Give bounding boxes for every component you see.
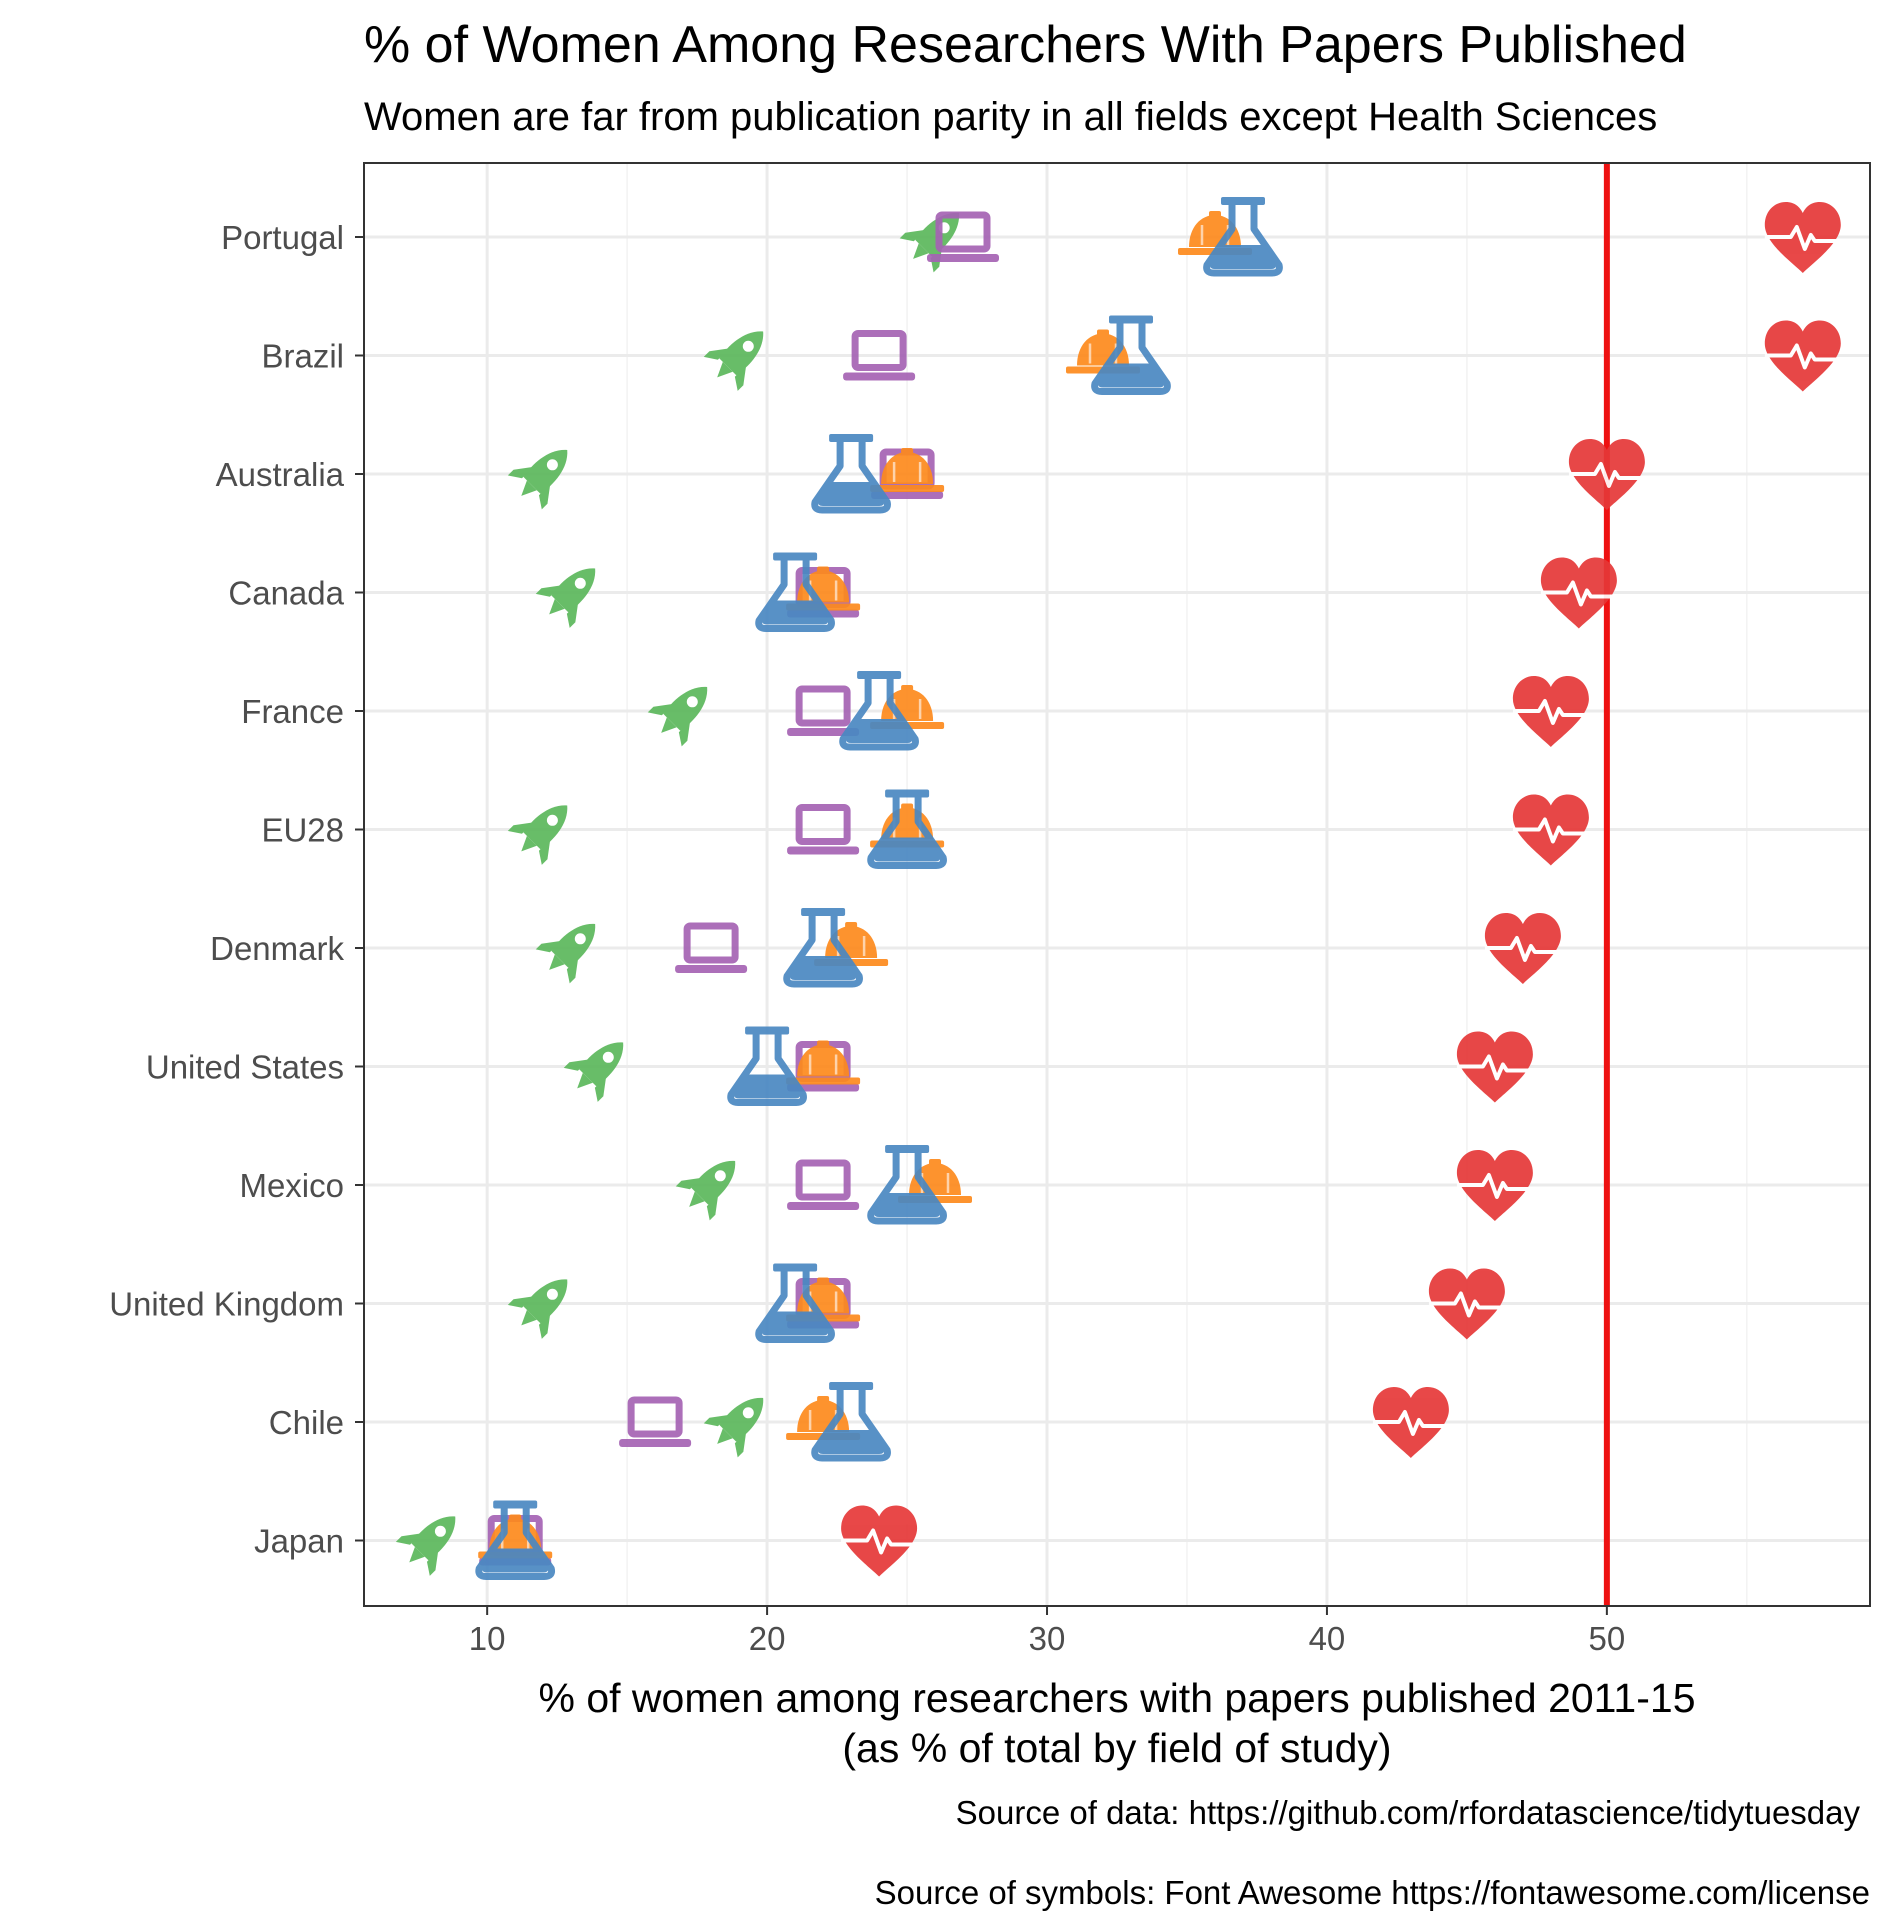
y-tick-label: Japan (254, 1523, 344, 1560)
flask-icon (811, 1382, 891, 1462)
heartbeat-icon (1764, 202, 1841, 273)
hard-hat-icon (786, 1040, 861, 1085)
chart-title: % of Women Among Researchers With Papers… (364, 16, 1687, 74)
y-tick-label: Canada (228, 575, 344, 612)
laptop-icon (787, 1159, 860, 1210)
flask-icon (755, 1263, 835, 1343)
x-tick-label: 30 (1029, 1620, 1066, 1657)
heartbeat-icon (1568, 439, 1645, 510)
data-marks (395, 197, 1841, 1580)
x-axis-title-line1: % of women among researchers with papers… (538, 1675, 1695, 1721)
heartbeat-icon (1540, 557, 1617, 629)
rocket-icon (703, 1397, 764, 1458)
flask-icon (475, 1500, 556, 1580)
heartbeat-icon (1456, 1031, 1533, 1103)
flask-icon (867, 789, 947, 869)
y-tick-label: Denmark (210, 930, 344, 967)
y-tick-label: United Kingdom (109, 1286, 344, 1323)
rocket-icon (535, 923, 596, 984)
rocket-icon (395, 1516, 456, 1576)
rocket-icon (507, 805, 568, 865)
rocket-icon (703, 331, 764, 391)
flask-icon (755, 552, 835, 632)
plot-panel-border (363, 162, 1871, 1607)
laptop-icon (843, 330, 916, 381)
y-axis: Portugal Brazil Australia Canada France EU28 D… (109, 219, 364, 1560)
x-axis-title-line2: (as % of total by field of study) (842, 1725, 1391, 1771)
x-axis: 10 20 30 40 50 (469, 1606, 1625, 1657)
laptop-icon (787, 685, 860, 736)
x-tick-label: 20 (749, 1620, 786, 1657)
heartbeat-icon (1428, 1268, 1505, 1340)
chart-subtitle: Women are far from publication parity in… (364, 95, 1657, 139)
heartbeat-icon (1764, 320, 1841, 392)
rocket-icon (675, 1160, 736, 1221)
laptop-icon (675, 922, 748, 973)
y-tick-label: United States (146, 1049, 344, 1086)
heartbeat-icon (1372, 1387, 1449, 1458)
plot-panel (364, 163, 1870, 1606)
flask-icon (839, 671, 919, 751)
rocket-icon (647, 686, 708, 747)
y-tick-label: Chile (269, 1404, 344, 1441)
y-tick-label: Portugal (221, 219, 344, 256)
flask-icon (1203, 197, 1283, 277)
y-tick-label: France (241, 693, 344, 730)
heartbeat-icon (1512, 676, 1589, 747)
laptop-icon (927, 211, 999, 262)
heartbeat-icon (1456, 1150, 1533, 1221)
x-tick-label: 50 (1589, 1620, 1626, 1657)
x-tick-label: 10 (469, 1620, 506, 1657)
laptop-icon (787, 804, 860, 855)
flask-icon (867, 1145, 947, 1225)
rocket-icon (563, 1042, 624, 1102)
flask-icon (783, 908, 863, 988)
caption-symbol-source: Source of symbols: Font Awesome https://… (875, 1874, 1870, 1911)
y-tick-label: Australia (216, 456, 345, 493)
laptop-icon (619, 1396, 692, 1447)
x-tick-label: 40 (1309, 1620, 1346, 1657)
flask-icon (1091, 315, 1171, 395)
heartbeat-icon (1512, 794, 1589, 866)
rocket-icon (507, 1279, 568, 1339)
y-tick-label: Brazil (261, 338, 344, 375)
flask-icon (727, 1026, 807, 1106)
heartbeat-icon (1484, 913, 1561, 984)
caption-data-source: Source of data: https://github.com/rford… (956, 1794, 1861, 1831)
rocket-icon (507, 449, 568, 510)
y-tick-label: EU28 (261, 812, 344, 849)
rocket-icon (535, 568, 596, 628)
flask-icon (811, 434, 891, 514)
hard-hat-icon (870, 448, 945, 492)
y-tick-label: Mexico (239, 1167, 344, 1204)
heartbeat-icon (841, 1505, 918, 1577)
grid (364, 163, 1870, 1606)
